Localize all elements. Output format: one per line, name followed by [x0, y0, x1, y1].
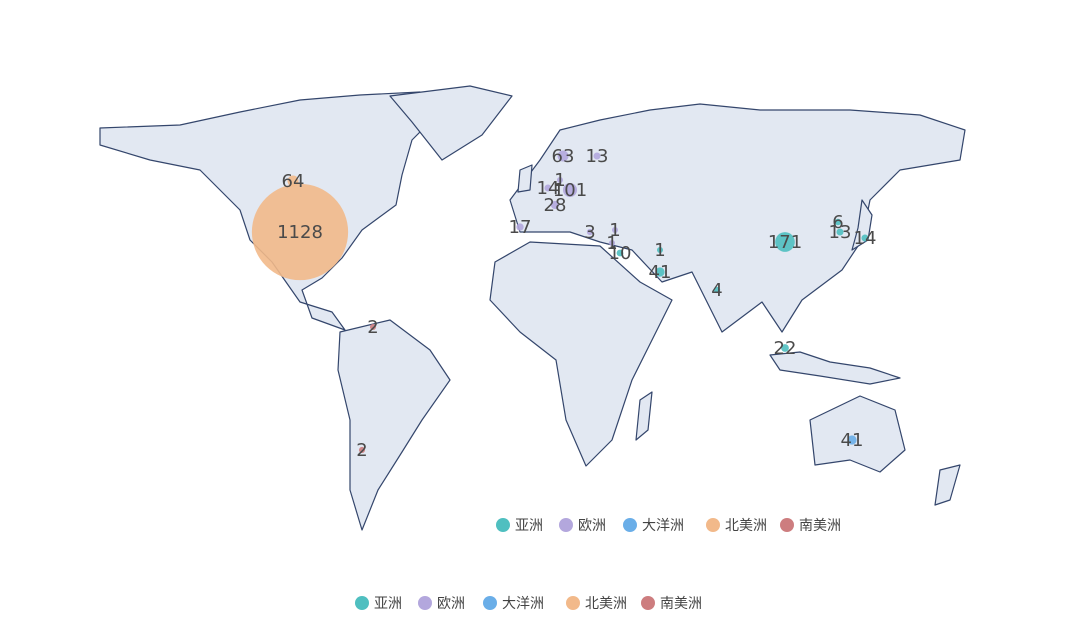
bubble: [287, 175, 299, 187]
legend-label: 欧洲: [437, 596, 465, 612]
bubble-label: 1: [654, 240, 665, 261]
bubble-label: 1128: [277, 222, 323, 243]
bubble: [369, 323, 377, 331]
bubble: [586, 228, 594, 236]
bubble: [847, 435, 857, 445]
legend-symbol: [780, 518, 794, 532]
bubble-label: 28: [544, 195, 567, 216]
bubble-label: 10: [609, 243, 632, 264]
legend-label: 大洋洲: [642, 518, 684, 534]
bubble: [593, 152, 601, 160]
bubble-label: 14: [854, 228, 877, 249]
bubble-label: 64: [282, 171, 305, 192]
eurasia: [509, 103, 966, 333]
bubble-label: 2: [367, 317, 378, 338]
bubble-label: 3: [584, 222, 595, 243]
madagascar: [635, 391, 653, 441]
bubble: [611, 226, 619, 234]
bubble: [358, 446, 366, 454]
africa: [489, 241, 673, 467]
legend-label: 欧洲: [578, 518, 606, 534]
legend-symbol: [483, 596, 497, 610]
bubble: [655, 267, 665, 277]
south-america: [337, 319, 451, 531]
world-map: [99, 85, 966, 531]
legend-symbol: [496, 518, 510, 532]
legend-symbol: [355, 596, 369, 610]
bubble-label: 17: [509, 217, 532, 238]
legend-label: 大洋洲: [502, 596, 544, 612]
bubble-label: 1: [554, 170, 565, 191]
bubble-label: 1: [606, 233, 617, 254]
uk: [517, 164, 533, 193]
greenland: [389, 85, 513, 161]
indonesia: [769, 351, 901, 385]
legend-symbol: [418, 596, 432, 610]
bubble: [656, 246, 664, 254]
bubble: [834, 218, 842, 226]
bubble: [516, 223, 524, 231]
legend-symbol: [623, 518, 637, 532]
bubble: [836, 228, 844, 236]
bubble-label: 4: [711, 280, 722, 301]
bubble-label: 6: [832, 212, 843, 233]
bubble: [781, 344, 789, 352]
australia: [809, 395, 906, 473]
legend: 亚洲 欧洲 大洋洲 北美洲 南美洲: [355, 596, 702, 612]
legend-symbol: [559, 518, 573, 532]
bubble: [251, 183, 349, 281]
legend: 亚洲 欧洲 大洋洲 北美洲 南美洲: [496, 518, 841, 534]
bubble: [608, 239, 616, 247]
legend-label: 南美洲: [799, 518, 841, 534]
bubble: [544, 184, 552, 192]
legend-symbol: [641, 596, 655, 610]
bubble-label: 41: [841, 430, 864, 451]
bubble-label: 1: [609, 220, 620, 241]
legend-label: 南美洲: [660, 596, 702, 612]
legend-label: 亚洲: [515, 518, 543, 534]
bubble-label: 101: [553, 180, 587, 201]
bubble-label: 63: [552, 146, 575, 167]
bubble: [550, 200, 560, 210]
legend-label: 北美洲: [585, 596, 627, 612]
bubble-label: 14: [537, 178, 560, 199]
bubble: [713, 286, 721, 294]
bubble-label: 41: [649, 262, 672, 283]
bubble-label: 171: [768, 232, 802, 253]
legend-symbol: [566, 596, 580, 610]
bubble-label: 2: [356, 440, 367, 461]
legend-label: 北美洲: [725, 518, 767, 534]
bubble: [861, 234, 869, 242]
bubble: [616, 249, 624, 257]
bubble-label: 13: [586, 146, 609, 167]
bubble-label: 13: [829, 222, 852, 243]
new-zealand: [934, 464, 961, 506]
bubble-label: 22: [774, 338, 797, 359]
legend-symbol: [706, 518, 720, 532]
legend-label: 亚洲: [374, 596, 402, 612]
bubble: [562, 182, 578, 198]
bubble: [775, 232, 795, 252]
bubble: [557, 150, 569, 162]
bubble: [556, 176, 564, 184]
